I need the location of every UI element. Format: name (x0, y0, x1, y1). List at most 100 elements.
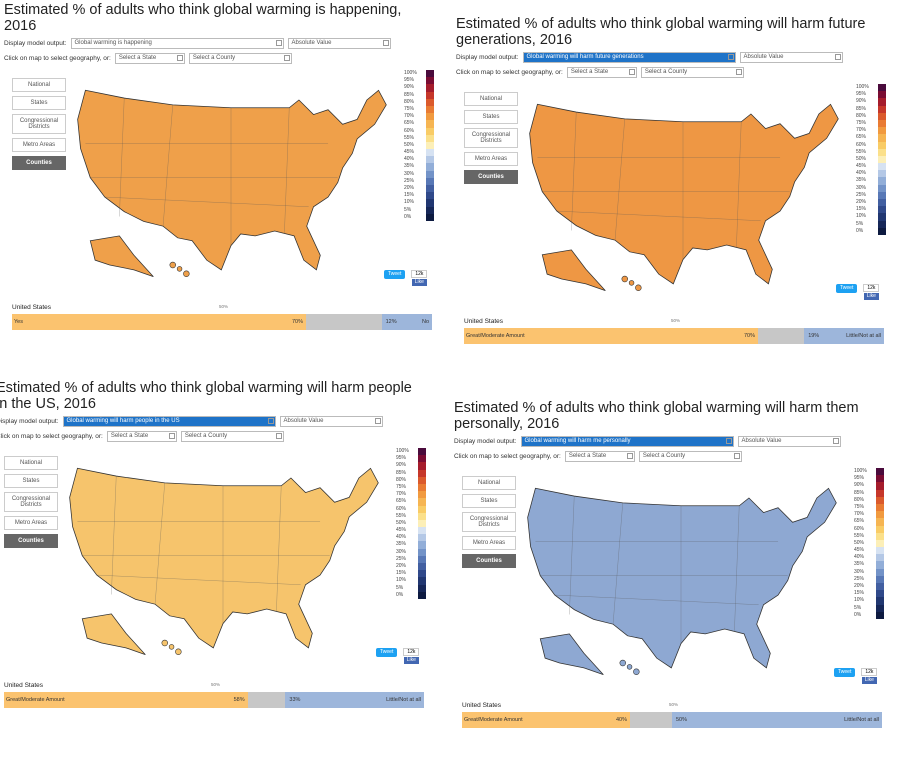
state-select[interactable]: Select a State (106, 431, 177, 442)
tweet-button[interactable]: Tweet (376, 648, 398, 657)
contiguous-us (527, 487, 837, 669)
us-map[interactable] (58, 448, 388, 673)
legend-label: 85% (396, 469, 407, 476)
nav-button[interactable]: National (462, 476, 516, 490)
legend-label: 5% (404, 206, 412, 213)
like-button[interactable]: Like (863, 293, 879, 300)
legend-item: 65% (396, 498, 426, 506)
legend-item: 5% (856, 220, 886, 228)
output-select[interactable]: Global warming will harm me personally (520, 436, 734, 447)
county-select[interactable]: Select a County (180, 431, 284, 442)
scale-select[interactable]: Absolute Value (279, 416, 383, 427)
color-legend: 100% 95% 90% 85% 80% 75% 70% 65% 60% 55% 50% 45% 40%… (854, 468, 884, 619)
nav-button[interactable]: National (464, 92, 518, 106)
nav-button[interactable]: Metro Areas (4, 516, 58, 530)
like-button[interactable]: Like (403, 657, 419, 664)
agree-value: 70% (743, 333, 755, 339)
legend-label: 45% (396, 527, 407, 534)
nav-button[interactable]: Congressional Districts (464, 128, 518, 148)
legend-label: 100% (854, 468, 867, 474)
state-border (162, 104, 173, 227)
county-select[interactable]: Select a County (640, 67, 744, 78)
legend-item: 100% (856, 84, 886, 92)
legend-item: 100% (396, 448, 426, 456)
output-row: Display model output: Global warming is h… (4, 38, 449, 49)
legend-swatch (426, 91, 434, 99)
agree-label: Great/Moderate Amount (6, 697, 65, 703)
nav-button[interactable]: Congressional Districts (12, 114, 66, 134)
state-select[interactable]: Select a State (114, 53, 185, 64)
nav-button[interactable]: Counties (12, 156, 66, 170)
nav-button[interactable]: States (464, 110, 518, 124)
legend-swatch (418, 483, 426, 492)
legend-label: 85% (854, 489, 865, 496)
scale-select[interactable]: Absolute Value (737, 436, 841, 447)
state-select[interactable]: Select a State (564, 451, 635, 462)
nav-button[interactable]: Counties (464, 170, 518, 184)
legend-swatch (878, 213, 886, 221)
legend-item: 40% (854, 554, 884, 562)
us-map[interactable] (518, 84, 848, 309)
nav-button[interactable]: Congressional Districts (4, 492, 58, 512)
output-select[interactable]: Global warming will harm future generati… (522, 52, 736, 63)
legend-swatch (878, 112, 886, 120)
nav-button[interactable]: Metro Areas (462, 536, 516, 550)
legend-item: 95% (404, 77, 434, 85)
tweet-button[interactable]: Tweet (384, 270, 406, 279)
tweet-button[interactable]: Tweet (834, 668, 856, 677)
legend-item: 15% (396, 570, 426, 578)
nav-button[interactable]: Congressional Districts (462, 512, 516, 532)
summary-midpoint: 50% (669, 702, 679, 707)
contiguous-us (529, 103, 839, 285)
legend-label: 95% (856, 91, 867, 98)
legend-label: 15% (854, 590, 865, 597)
geo-label: Click on map to select geography, or: (454, 453, 561, 460)
summary-region: United States (4, 682, 44, 689)
legend-label: 95% (396, 455, 407, 462)
county-select[interactable]: Select a County (638, 451, 742, 462)
like-button[interactable]: Like (411, 279, 427, 286)
legend-label: 30% (854, 568, 865, 575)
legend-label: 0% (854, 611, 862, 618)
nav-button[interactable]: States (462, 494, 516, 508)
county-select[interactable]: Select a County (188, 53, 292, 64)
legend-swatch (426, 120, 434, 128)
nav-button[interactable]: National (4, 456, 58, 470)
legend-item: 35% (396, 541, 426, 549)
nav-button[interactable]: Metro Areas (464, 152, 518, 166)
geo-label: Click on map to select geography, or: (4, 55, 111, 62)
legend-swatch (418, 491, 426, 499)
output-select[interactable]: Global warming is happening (70, 38, 284, 49)
nav-button[interactable]: Counties (462, 554, 516, 568)
nav-button[interactable]: States (12, 96, 66, 110)
geo-nav: National States Congressional Districts Met… (462, 476, 516, 572)
legend-swatch (418, 584, 426, 592)
like-button[interactable]: Like (861, 677, 877, 684)
us-map[interactable] (66, 70, 396, 295)
scale-select[interactable]: Absolute Value (739, 52, 843, 63)
nav-button[interactable]: Counties (4, 534, 58, 548)
output-select[interactable]: Global warming will harm people in the U… (62, 416, 276, 427)
tweet-button[interactable]: Tweet (836, 284, 858, 293)
legend-item: 25% (396, 555, 426, 563)
scale-select[interactable]: Absolute Value (287, 38, 391, 49)
legend-item: 60% (404, 127, 434, 135)
legend-swatch (426, 98, 434, 106)
legend-label: 10% (854, 597, 865, 604)
disagree-label: Little/Not at all (844, 717, 879, 723)
legend-label: 5% (854, 604, 862, 611)
hawaii (161, 639, 168, 647)
nav-button[interactable]: National (12, 78, 66, 92)
us-map[interactable] (516, 468, 846, 693)
legend-item: 25% (854, 575, 884, 583)
legend-item: 10% (856, 213, 886, 221)
nav-button[interactable]: Metro Areas (12, 138, 66, 152)
legend-item: 20% (396, 563, 426, 571)
state-select[interactable]: Select a State (566, 67, 637, 78)
legend-item: 70% (396, 491, 426, 499)
legend-item: 80% (404, 98, 434, 106)
hawaii (183, 270, 190, 277)
legend-swatch (876, 568, 884, 576)
nav-button[interactable]: States (4, 474, 58, 488)
hawaii (635, 284, 642, 291)
